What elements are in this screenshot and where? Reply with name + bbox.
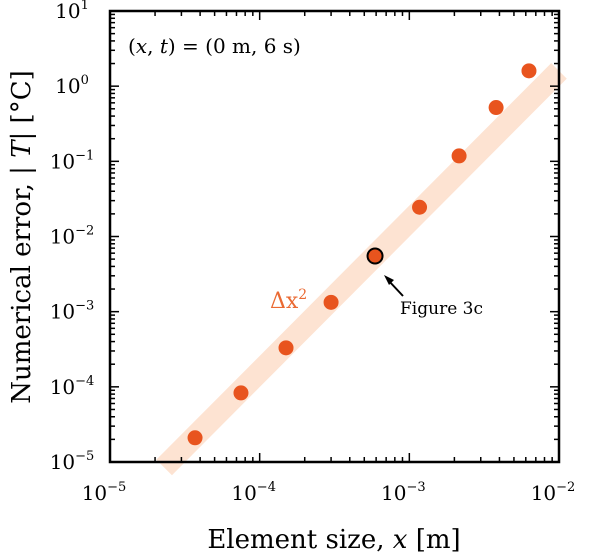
y-tick-label: 10−4 xyxy=(50,374,95,399)
y-tick-label: 10−1 xyxy=(50,148,95,173)
fit-layer xyxy=(156,63,567,476)
data-point xyxy=(187,430,203,446)
fit-line xyxy=(156,63,567,476)
y-tick-label: 10−2 xyxy=(50,224,95,249)
y-tick-label: 100 xyxy=(55,73,89,98)
data-point xyxy=(521,63,537,79)
y-tick-label: 101 xyxy=(55,0,89,23)
data-point-highlighted xyxy=(366,247,384,265)
data-point xyxy=(451,148,467,164)
ticks-layer: 10−5 10−4 10−3 10−2 10−5 10−4 10−3 10−2 10−1 100 1… xyxy=(50,0,576,505)
callout-label: Figure 3c xyxy=(400,299,483,319)
x-tick-label: 10−3 xyxy=(381,480,426,505)
axes-layer xyxy=(108,9,561,464)
x-tick-label: 10−5 xyxy=(82,480,127,505)
plot-frame xyxy=(108,9,561,464)
points-layer xyxy=(187,63,537,446)
callout-arrow xyxy=(384,275,404,297)
x-tick-label: 10−2 xyxy=(531,480,576,505)
fit-line-label: Δx2 xyxy=(270,287,307,314)
y-tick-label: 10−3 xyxy=(50,299,95,324)
y-tick-label: 10−5 xyxy=(50,449,95,474)
data-point xyxy=(412,199,428,215)
x-tick-label: 10−4 xyxy=(231,480,276,505)
data-point xyxy=(488,100,504,116)
data-point xyxy=(233,385,249,401)
y-axis-label: Numerical error, | T| [°C] xyxy=(7,70,37,404)
x-axis-label: Element size, x [m] xyxy=(207,525,460,555)
data-point xyxy=(278,340,294,356)
data-point xyxy=(323,294,339,310)
annotation: (x, t) = (0 m, 6 s) xyxy=(128,34,301,58)
